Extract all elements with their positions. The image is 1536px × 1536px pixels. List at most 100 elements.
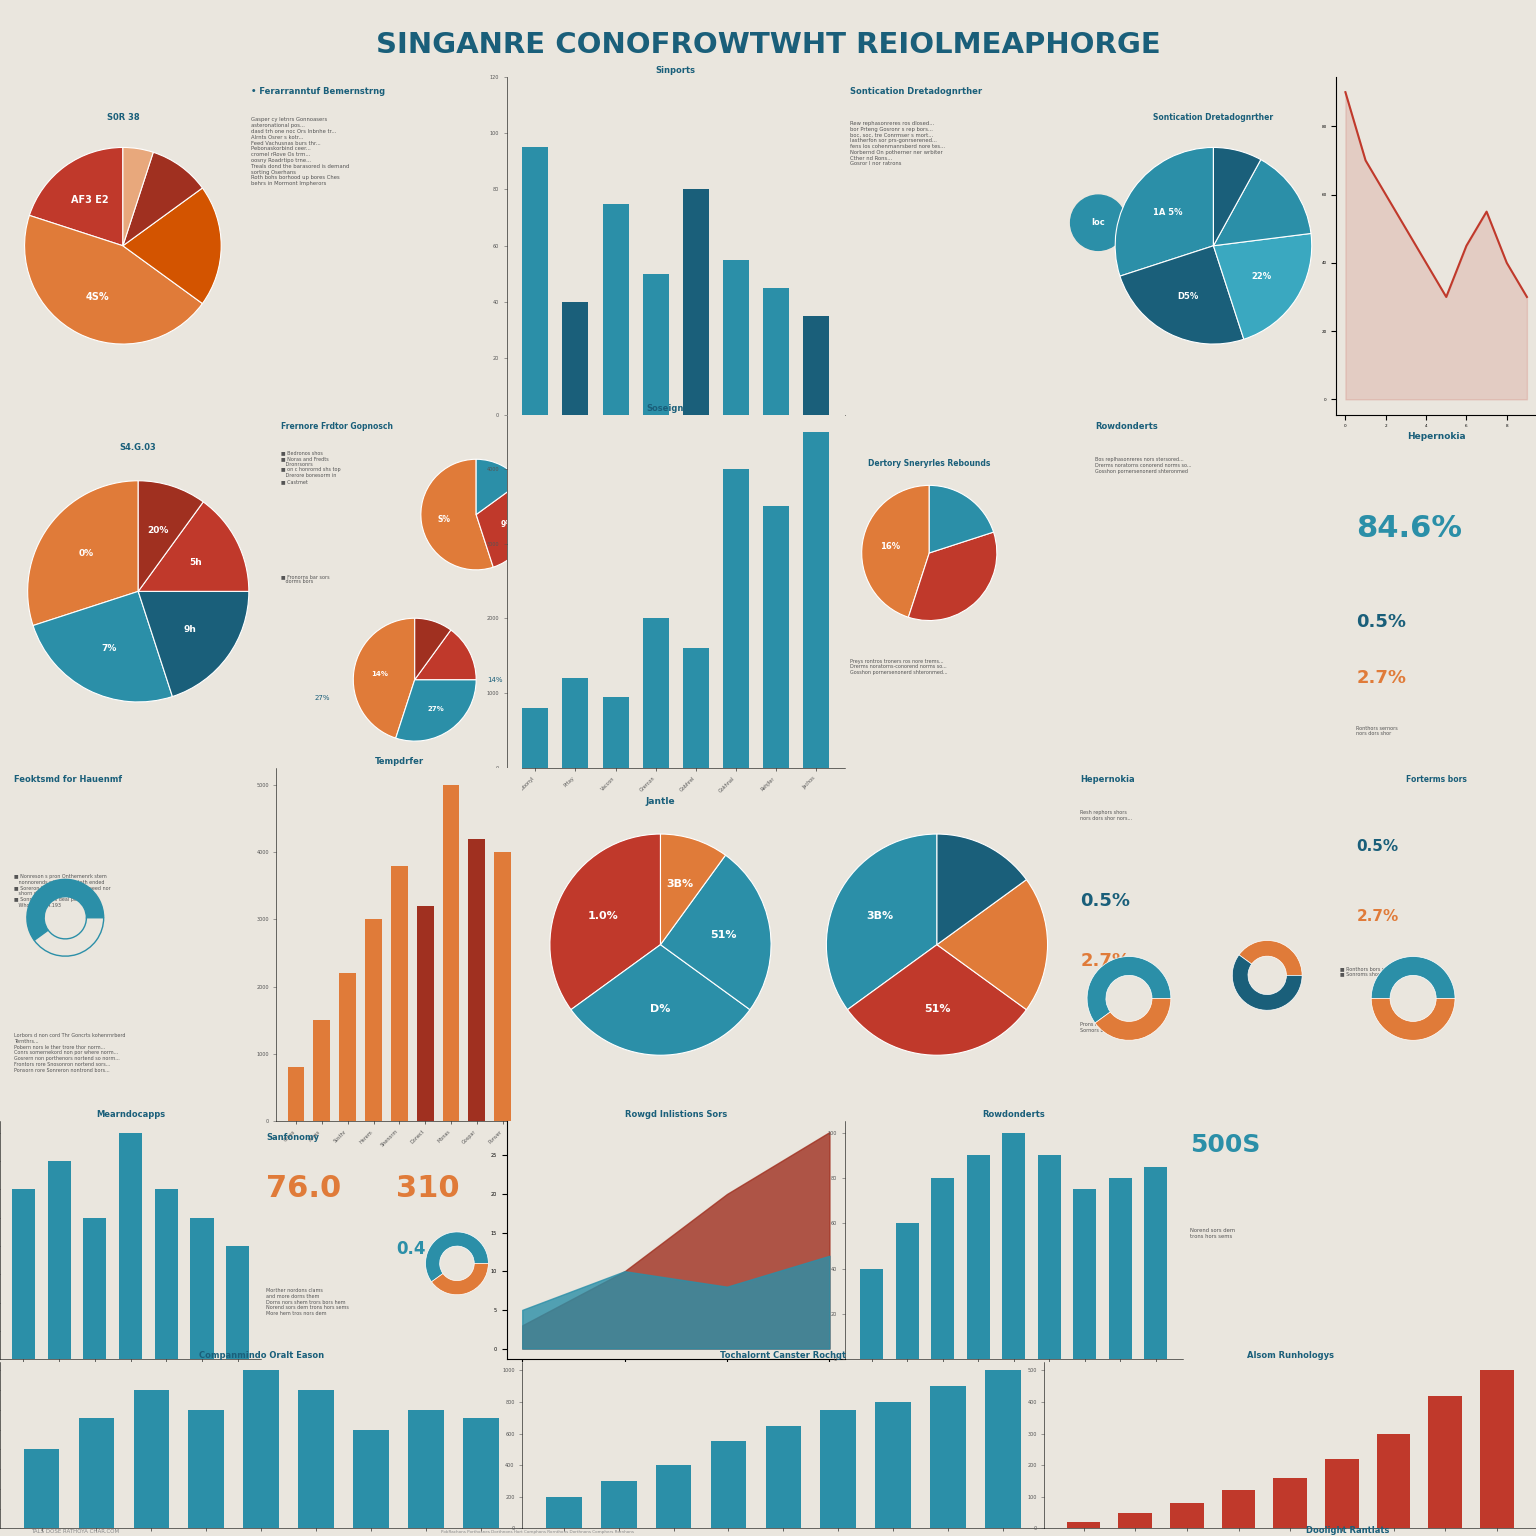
- Wedge shape: [123, 147, 154, 246]
- Wedge shape: [571, 945, 750, 1055]
- Title: Alsom Runhologys: Alsom Runhologys: [1247, 1352, 1333, 1361]
- Text: Norend sors dem
trons hors sems: Norend sors dem trons hors sems: [1190, 1229, 1235, 1240]
- Text: 0.5%: 0.5%: [1356, 613, 1407, 631]
- Wedge shape: [138, 481, 203, 591]
- Bar: [931, 1385, 966, 1528]
- Wedge shape: [25, 215, 203, 344]
- Title: Dertory Sneryrles Rebounds: Dertory Sneryrles Rebounds: [868, 459, 991, 467]
- Wedge shape: [1240, 940, 1303, 975]
- Text: Forterms bors: Forterms bors: [1405, 776, 1467, 783]
- Text: • Ferarranntuf Bemernstrng: • Ferarranntuf Bemernstrng: [250, 88, 386, 95]
- Text: Fronors bors...: Fronors bors...: [1244, 952, 1279, 957]
- Text: 0.4: 0.4: [396, 1241, 425, 1258]
- Wedge shape: [476, 482, 531, 567]
- Bar: [711, 1441, 746, 1528]
- Text: 1.0%: 1.0%: [588, 911, 619, 920]
- Title: Sontication Dretadognrther: Sontication Dretadognrther: [1154, 114, 1273, 121]
- Text: Doolight Rantlats: Doolight Rantlats: [1306, 1525, 1389, 1534]
- Wedge shape: [425, 1232, 488, 1283]
- Text: Sontication Dretadognrther: Sontication Dretadognrther: [849, 88, 982, 95]
- Bar: [298, 1390, 333, 1528]
- Text: 2.7%: 2.7%: [1356, 670, 1407, 687]
- Bar: [723, 468, 750, 768]
- Text: 500S: 500S: [1190, 1134, 1260, 1157]
- Bar: [1109, 1178, 1132, 1359]
- Bar: [642, 619, 668, 768]
- Text: 27%: 27%: [427, 705, 444, 711]
- Wedge shape: [123, 187, 221, 304]
- Bar: [966, 1155, 989, 1359]
- Text: Rowdonderts: Rowdonderts: [1095, 422, 1158, 430]
- Text: 9%: 9%: [501, 521, 513, 528]
- Text: 84.6%: 84.6%: [1356, 513, 1462, 542]
- Text: 5h: 5h: [189, 558, 201, 567]
- Text: 14%: 14%: [487, 677, 502, 682]
- Text: 20%: 20%: [147, 525, 169, 535]
- Title: Rowgd Inlistions Sors: Rowgd Inlistions Sors: [625, 1111, 727, 1120]
- Text: 7%: 7%: [101, 644, 117, 653]
- Bar: [895, 1223, 919, 1359]
- Bar: [602, 697, 628, 768]
- Wedge shape: [396, 679, 476, 740]
- Bar: [462, 1418, 499, 1528]
- Wedge shape: [862, 485, 929, 617]
- Title: Soseignonrs: Soseignonrs: [647, 404, 705, 413]
- Text: Gasper cy letnrs Gonnoasers
asteronational pos...
dasd trh one noc Ors Inbnhe tr: Gasper cy letnrs Gonnoasers asteronation…: [250, 117, 349, 186]
- Text: Preys rontros troners ros nore trems...
Drerms noratorns-conorend norms so...
Go: Preys rontros troners ros nore trems... …: [849, 659, 948, 676]
- Bar: [189, 1410, 224, 1528]
- Text: TALS DOSE RATHOYA CHAR.COM: TALS DOSE RATHOYA CHAR.COM: [31, 1528, 118, 1534]
- Text: Bos replhasonreres nors stersored...
Drerms noratorns conorend norms so...
Gossh: Bos replhasonreres nors stersored... Dre…: [1095, 458, 1192, 473]
- Title: S4.G.03: S4.G.03: [120, 444, 157, 452]
- Bar: [12, 1189, 35, 1359]
- Wedge shape: [34, 591, 172, 702]
- Wedge shape: [1095, 998, 1170, 1040]
- Bar: [803, 316, 829, 415]
- Text: S%: S%: [438, 515, 452, 524]
- Bar: [860, 1269, 883, 1359]
- Text: 1A 5%: 1A 5%: [1152, 207, 1183, 217]
- Bar: [562, 303, 588, 415]
- Bar: [392, 866, 407, 1121]
- Wedge shape: [415, 617, 452, 679]
- Bar: [1170, 1504, 1204, 1528]
- Bar: [409, 1410, 444, 1528]
- Wedge shape: [550, 834, 660, 1009]
- Text: 3B%: 3B%: [866, 911, 894, 920]
- Text: Feoktsmd for Hauenmf: Feoktsmd for Hauenmf: [14, 776, 121, 783]
- Bar: [1068, 1522, 1100, 1528]
- Text: 27%: 27%: [315, 696, 330, 700]
- Text: 14%: 14%: [372, 671, 389, 677]
- Text: Frernore Frdtor Gopnosch: Frernore Frdtor Gopnosch: [281, 422, 393, 430]
- Text: 310: 310: [396, 1174, 459, 1203]
- Bar: [820, 1410, 856, 1528]
- Bar: [366, 920, 382, 1121]
- Bar: [1221, 1490, 1255, 1528]
- Wedge shape: [660, 856, 771, 1009]
- Bar: [1428, 1396, 1462, 1528]
- Wedge shape: [432, 1264, 488, 1295]
- Wedge shape: [138, 502, 249, 591]
- Wedge shape: [1372, 998, 1455, 1040]
- Text: 3B%: 3B%: [667, 879, 694, 889]
- Text: ■ Bedronos shos
■ Noras and Fredts
   Dronrsonrs
■ on c honrornd shs top
   Drer: ■ Bedronos shos ■ Noras and Fredts Dronr…: [281, 450, 341, 484]
- Text: 51%: 51%: [711, 929, 737, 940]
- Text: Ronthors sernors
nors dors shor: Ronthors sernors nors dors shor: [1356, 725, 1398, 736]
- Wedge shape: [937, 880, 1048, 1009]
- Wedge shape: [476, 459, 521, 515]
- Title: Jantle: Jantle: [645, 797, 676, 805]
- Text: ■ Fronorns bar sors
   dorms bors: ■ Fronorns bar sors dorms bors: [281, 574, 329, 585]
- Title: Companmindo Oralt Eason: Companmindo Oralt Eason: [198, 1352, 324, 1361]
- Title: Rowdonderts: Rowdonderts: [983, 1111, 1044, 1120]
- Bar: [1481, 1370, 1513, 1528]
- Text: 51%: 51%: [923, 1005, 951, 1014]
- Bar: [1326, 1459, 1359, 1528]
- Bar: [1376, 1433, 1410, 1528]
- Bar: [723, 260, 750, 415]
- Text: 0.5%: 0.5%: [1080, 891, 1130, 909]
- Wedge shape: [929, 485, 994, 553]
- Wedge shape: [660, 834, 725, 945]
- Bar: [601, 1481, 636, 1528]
- Text: Morther nordons clams
and more dorns them
Dorns nors shem trors bors hem
Norend : Morther nordons clams and more dorns the…: [266, 1287, 349, 1316]
- Bar: [442, 785, 459, 1121]
- Bar: [416, 906, 433, 1121]
